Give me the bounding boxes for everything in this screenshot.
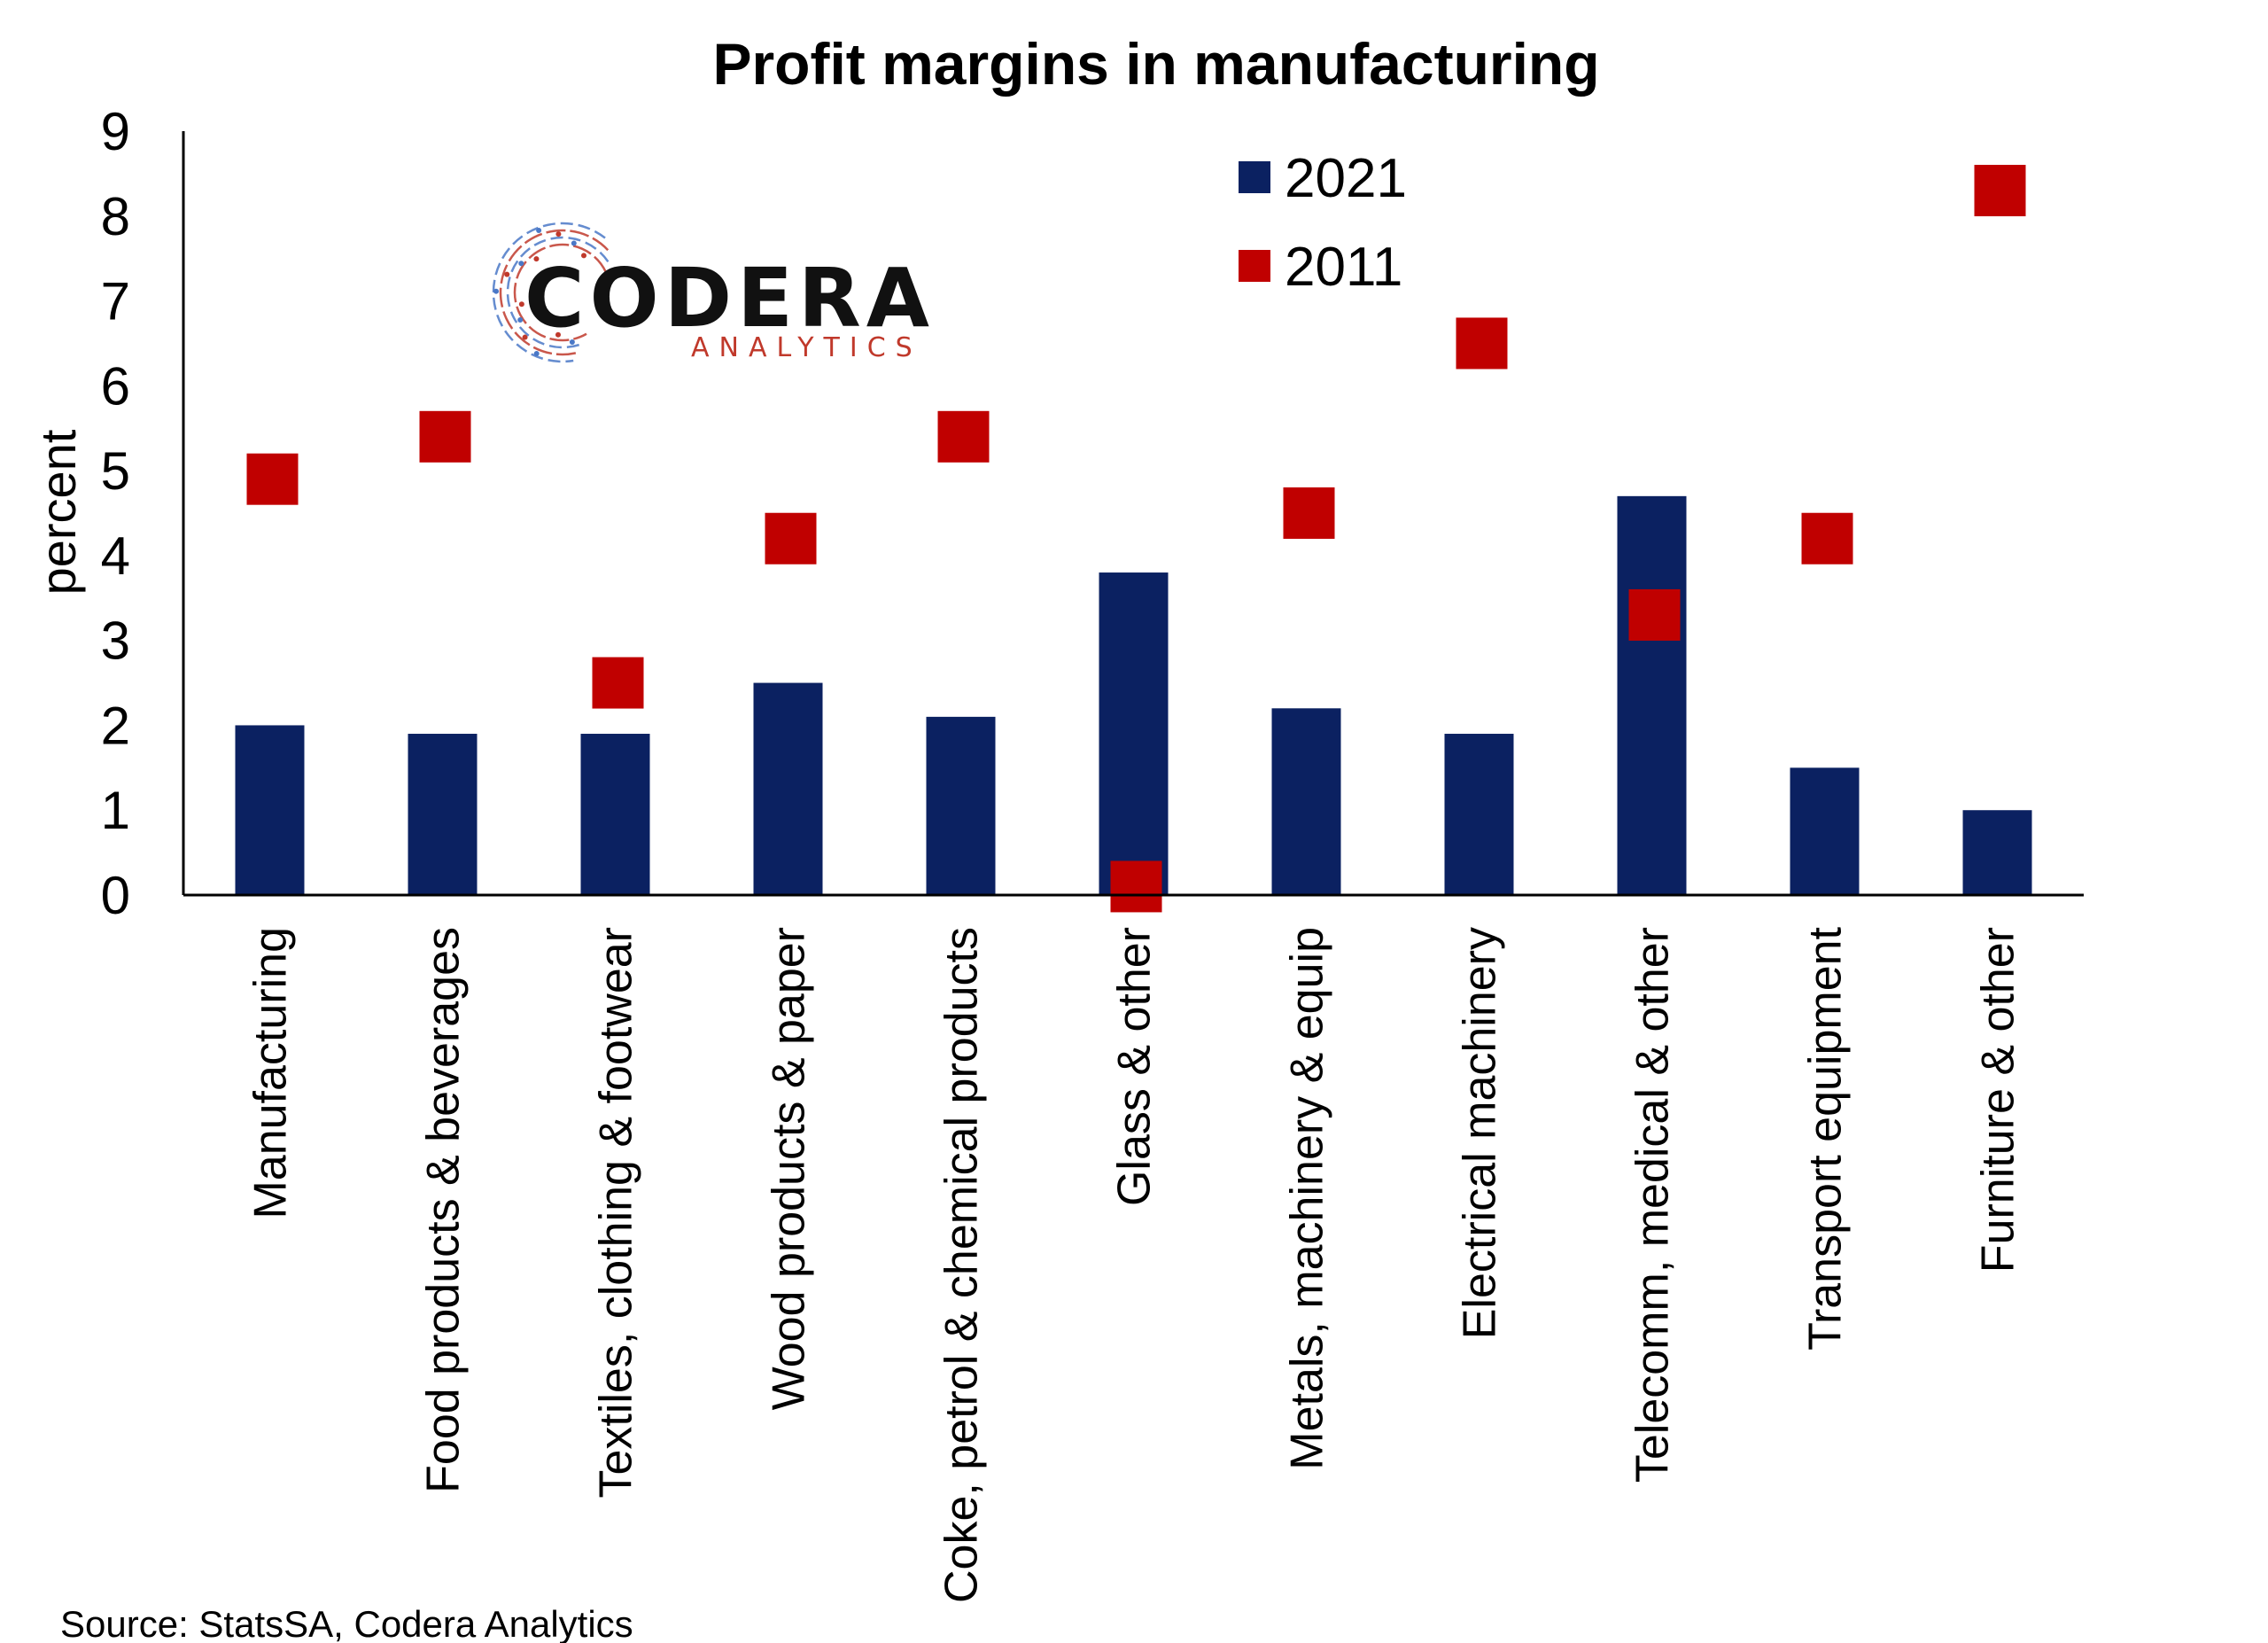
logo-ring-dot [517,317,524,323]
y-axis-title: percent [30,429,86,595]
x-category-label: Glass & other [1109,927,1161,1206]
logo-ring-arc [506,236,610,349]
x-category-label: Electrical machinery [1455,927,1506,1339]
marker-2011 [246,453,299,505]
source-note: Source: StatsSA, Codera Analytics [60,1603,633,1643]
markers-2011 [246,165,2026,913]
bars-2021 [235,495,2032,895]
x-category-label: Telecomm, medical & other [1627,927,1679,1483]
marker-2011 [1110,860,1162,913]
marker-2011 [592,657,644,709]
bar-2021 [1790,767,1860,895]
y-tick-label: 0 [101,866,130,925]
chart-title: Profit margins in manufacturing [712,31,1599,97]
logo-ring-arc [499,229,610,356]
marker-2011 [1283,487,1335,539]
logo-ring-arc [492,222,606,363]
logo-ring-dot [518,261,524,267]
logo-ring-dot [533,351,540,357]
logo-ring-dot [555,231,562,237]
marker-2011 [1456,317,1508,370]
logo-ring-dot [504,271,510,277]
legend-label: 2021 [1285,148,1407,209]
y-tick-label: 7 [101,272,130,331]
marker-2011 [765,512,817,565]
logo-ring-dot [571,240,577,246]
x-category-labels: Manufacturing Food products & beverages Te… [245,926,2024,1603]
y-tick-labels: 0 1 2 3 4 5 6 7 8 9 [101,102,130,925]
logo-circuit-icon [492,222,610,363]
y-tick-label: 8 [101,187,130,246]
x-category-label: Textiles, clothing & footwear [591,927,642,1499]
x-category-label: Metals, machinery & equip [1282,927,1333,1470]
logo-ring-dot [569,339,575,345]
logo-ring-dot [533,256,540,262]
marker-2011 [937,410,990,463]
y-tick-label: 6 [101,356,130,416]
logo-ring-dot [493,288,500,294]
logo-wordmark: CODERA [524,251,935,346]
x-category-label: Transport equipment [1800,926,1852,1350]
plot-area: 0 1 2 3 4 5 6 7 8 9 Manufacturing Food products & … [101,102,2084,1603]
legend: 2021 2011 [1239,148,1407,298]
logo-ring-dot [581,253,586,259]
y-tick-label: 9 [101,102,130,161]
logo-ring-arc [513,243,608,342]
legend-swatch [1239,161,1270,193]
marker-2011 [1801,512,1853,565]
x-category-label: Manufacturing [245,927,297,1219]
logo-ring-dot [536,227,542,233]
legend-swatch [1239,250,1270,282]
y-tick-label: 3 [101,611,130,671]
logo-tagline: ANALYTICS [691,332,922,363]
bar-2021 [1099,572,1169,895]
y-tick-label: 5 [101,441,130,501]
logo-ring-dot [522,334,528,340]
logo-ring-dot [518,301,524,308]
y-tick-label: 1 [101,781,130,840]
x-category-label: Coke, petrol & chemical products [936,927,988,1603]
legend-label: 2011 [1285,237,1402,298]
marker-2011 [1974,165,2026,217]
x-category-label: Furniture & other [1973,927,2024,1273]
x-category-label: Wood products & paper [764,927,815,1410]
bar-2021 [753,682,823,895]
y-tick-label: 2 [101,696,130,755]
logo-ring-dot [555,331,561,338]
marker-2011 [419,410,471,463]
marker-2011 [1628,588,1681,641]
bar-2021 [926,716,996,895]
bar-2021 [1617,495,1687,895]
y-tick-label: 4 [101,526,130,586]
x-category-label: Food products & beverages [418,927,470,1493]
bar-2021 [1444,734,1514,895]
bar-2021 [1271,708,1341,895]
bar-2021 [580,734,650,895]
bar-2021 [1962,810,2032,895]
bar-2021 [235,725,305,895]
bar-2021 [408,734,478,895]
codera-logo: CODERA ANALYTICS [492,222,935,363]
